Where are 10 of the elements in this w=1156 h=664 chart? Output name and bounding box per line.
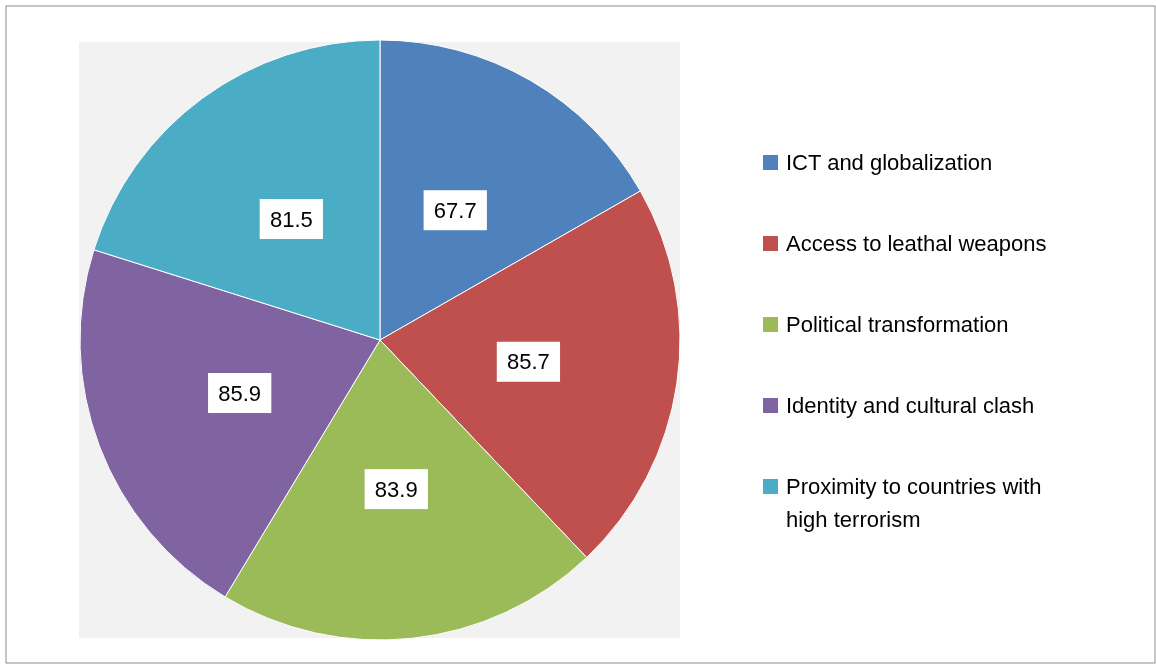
data-label: 85.7 bbox=[507, 349, 550, 375]
data-label: 85.9 bbox=[218, 380, 262, 406]
legend-label: Proximity to countries with high terrorism bbox=[786, 473, 1042, 532]
data-label: 83.9 bbox=[374, 476, 418, 502]
legend-label: Access to leathal weapons bbox=[786, 230, 1047, 256]
data-label: 67.7 bbox=[433, 197, 477, 223]
legend-label: Identity and cultural clash bbox=[786, 392, 1035, 418]
legend-label: ICT and globalization bbox=[786, 149, 993, 175]
data-label: 81.5 bbox=[269, 206, 313, 232]
legend-label: Political transformation bbox=[786, 311, 1009, 337]
